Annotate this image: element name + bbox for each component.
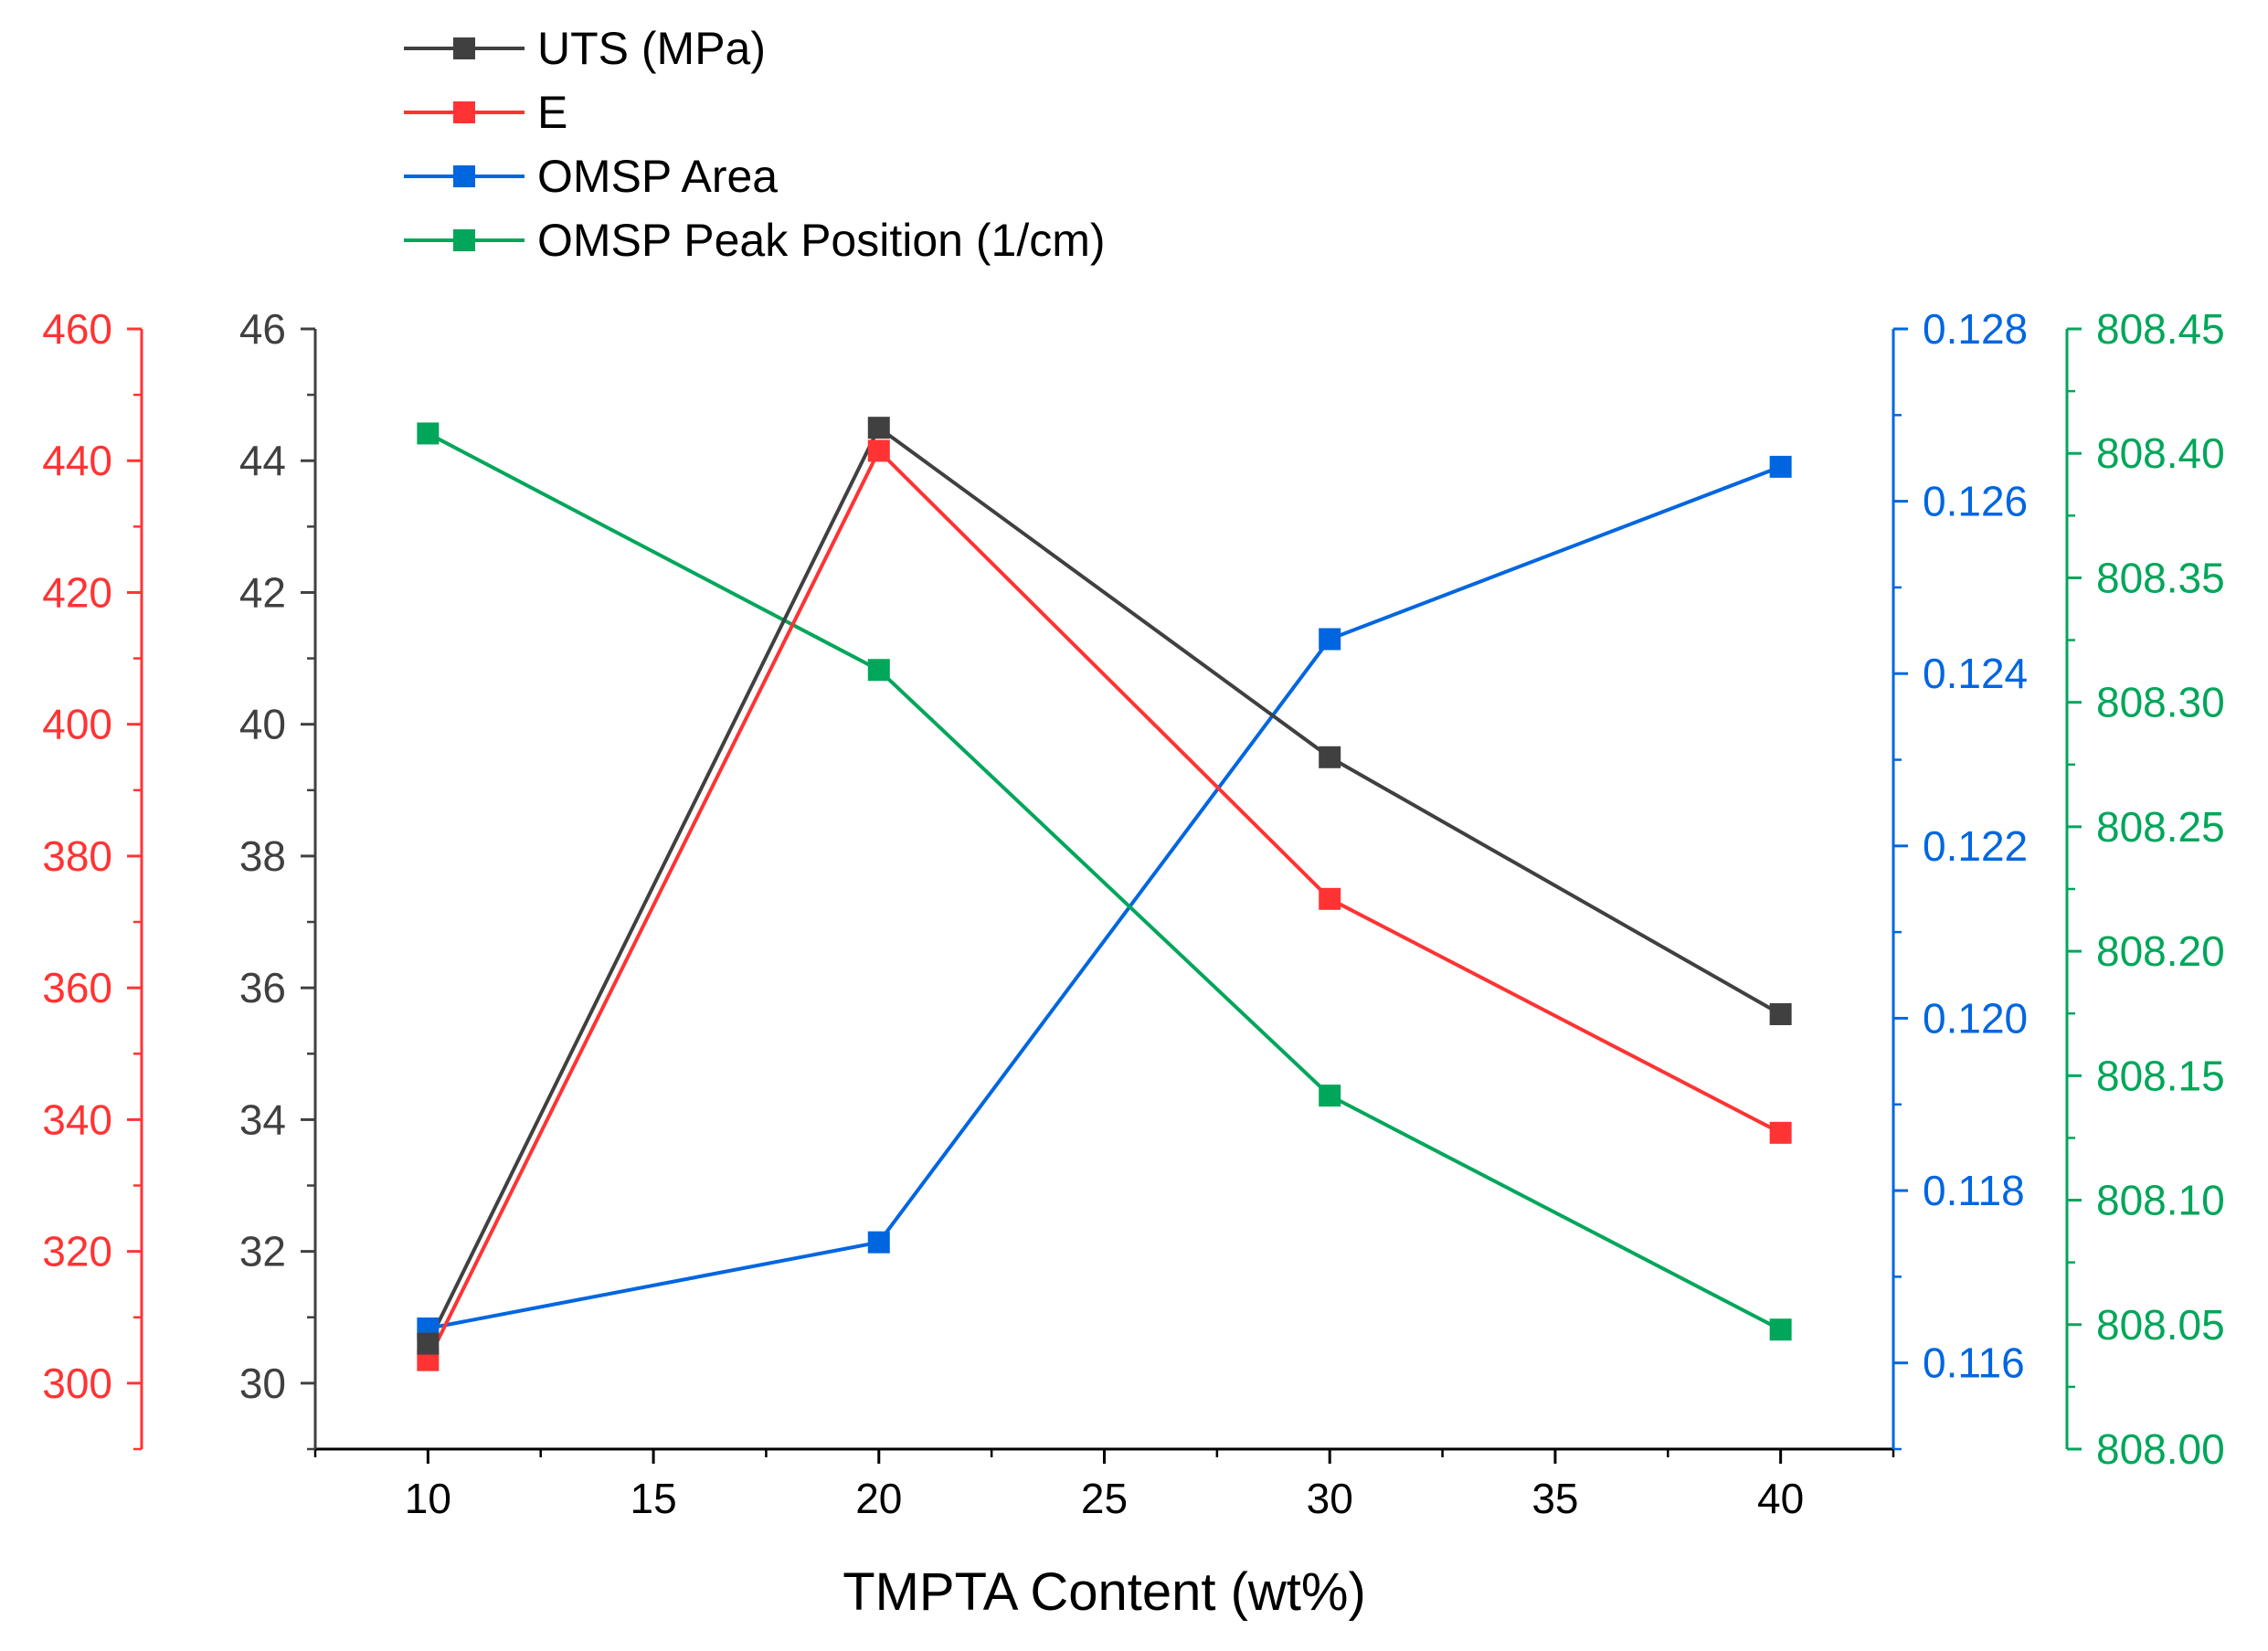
left-outer-tick-label: 380	[42, 832, 112, 880]
data-point-1	[1769, 1121, 1792, 1144]
left-inner-tick-label: 32	[239, 1228, 286, 1275]
x-tick-label: 20	[855, 1475, 902, 1522]
left-inner-tick-label: 34	[239, 1095, 286, 1143]
data-point-3	[417, 422, 440, 445]
right-outer-tick-label: 808.45	[2096, 305, 2225, 353]
right-outer-tick-label: 808.40	[2096, 429, 2225, 477]
x-tick-label: 30	[1307, 1475, 1353, 1522]
series-layer	[417, 417, 1792, 1371]
x-tick-label: 40	[1757, 1475, 1804, 1522]
left-inner-tick-label: 30	[239, 1360, 286, 1407]
data-point-1	[867, 439, 890, 462]
right-outer-tick-label: 808.05	[2096, 1301, 2225, 1349]
left-outer-tick-label: 440	[42, 437, 112, 484]
legend-marker	[453, 165, 475, 187]
left-inner-tick-label: 38	[239, 832, 286, 880]
data-point-0	[867, 417, 890, 439]
data-point-0	[1319, 746, 1341, 768]
left-outer-tick-label: 460	[42, 305, 112, 353]
x-tick-label: 25	[1081, 1475, 1128, 1522]
right-outer-tick-label: 808.35	[2096, 554, 2225, 601]
legend: UTS (MPa) E OMSP Area OMSP Peak Position (1…	[404, 23, 1106, 266]
data-point-1	[1319, 887, 1341, 910]
series-line-1	[426, 448, 1782, 1361]
right-inner-tick-label: 0.120	[1923, 994, 2028, 1042]
data-point-0	[417, 1332, 440, 1355]
right-inner-tick-label: 0.118	[1923, 1167, 2025, 1214]
legend-marker	[453, 229, 475, 251]
legend-label: OMSP Area	[537, 151, 778, 202]
right-outer-tick-label: 808.15	[2096, 1052, 2225, 1099]
x-tick-label: 10	[405, 1475, 451, 1522]
x-axis-title: TMPTA Content (wt%)	[843, 1562, 1366, 1622]
data-point-3	[1769, 1318, 1792, 1341]
legend-marker	[453, 37, 475, 59]
axes: 10 15 20 25 30 35 40 300 320 340 360 380 400 420 440 46…	[42, 305, 2224, 1522]
series-line-2	[427, 465, 1782, 1330]
data-point-2	[1769, 455, 1792, 478]
legend-label: OMSP Peak Position (1/cm)	[537, 215, 1106, 266]
x-tick-label: 35	[1531, 1475, 1578, 1522]
right-outer-tick-label: 808.20	[2096, 927, 2225, 975]
left-outer-tick-label: 300	[42, 1360, 112, 1407]
x-tick-label: 15	[630, 1475, 676, 1522]
left-inner-tick-label: 42	[239, 568, 286, 616]
legend-marker	[453, 101, 475, 123]
left-inner-tick-label: 40	[239, 701, 286, 748]
data-point-2	[1319, 628, 1341, 651]
right-inner-tick-label: 0.124	[1923, 650, 2028, 697]
left-outer-tick-label: 320	[42, 1228, 112, 1275]
left-inner-tick-label: 36	[239, 964, 286, 1011]
series-line-3	[427, 431, 1782, 1332]
data-point-3	[1319, 1085, 1341, 1107]
left-outer-tick-label: 340	[42, 1095, 112, 1143]
left-outer-tick-label: 360	[42, 964, 112, 1011]
left-inner-tick-label: 44	[239, 437, 286, 484]
right-outer-tick-label: 808.30	[2096, 679, 2225, 726]
left-outer-tick-label: 400	[42, 701, 112, 748]
right-outer-tick-label: 808.00	[2096, 1425, 2225, 1473]
right-inner-tick-label: 0.122	[1923, 822, 2028, 870]
data-point-3	[867, 659, 890, 682]
right-inner-tick-label: 0.128	[1923, 305, 2028, 353]
right-inner-tick-label: 0.126	[1923, 478, 2028, 525]
right-outer-tick-label: 808.10	[2096, 1177, 2225, 1224]
legend-label: UTS (MPa)	[537, 23, 766, 74]
right-outer-tick-label: 808.25	[2096, 803, 2225, 851]
left-outer-tick-label: 420	[42, 568, 112, 616]
right-inner-tick-label: 0.116	[1923, 1339, 2025, 1387]
data-point-0	[1769, 1003, 1792, 1026]
series-line-0	[426, 425, 1782, 1345]
legend-label: E	[537, 87, 567, 138]
data-point-2	[867, 1231, 890, 1254]
left-inner-tick-label: 46	[239, 305, 286, 353]
